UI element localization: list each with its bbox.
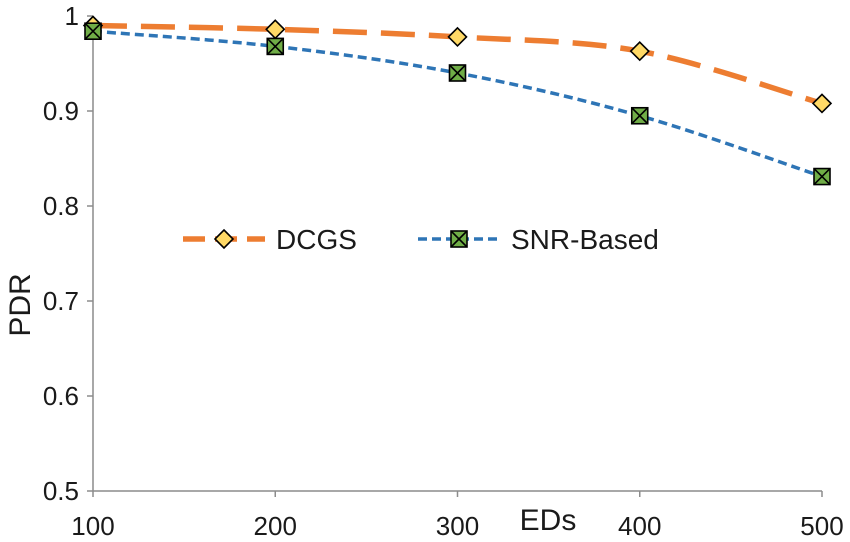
legend-item-dcgs: DCGS bbox=[183, 224, 357, 255]
x-tick-label: 400 bbox=[618, 511, 661, 541]
legend: DCGS SNR-Based bbox=[183, 224, 659, 255]
data-point-snr-based bbox=[813, 167, 831, 186]
x-tick-label: 500 bbox=[800, 511, 843, 541]
data-point-dcgs bbox=[447, 26, 468, 48]
series-layer bbox=[82, 15, 833, 186]
y-tick-label: 1 bbox=[65, 1, 79, 31]
series-snr-based bbox=[84, 22, 831, 186]
y-axis-title: PDR bbox=[4, 273, 37, 336]
y-axis-ticks: 0.5 0.6 0.7 0.8 0.9 1 bbox=[43, 1, 93, 506]
legend-marker bbox=[213, 228, 235, 250]
data-point-snr-based bbox=[630, 106, 649, 125]
y-tick-label: 0.5 bbox=[43, 476, 79, 506]
data-point-dcgs bbox=[265, 19, 286, 40]
y-tick-label: 0.7 bbox=[43, 286, 79, 316]
legend-marker bbox=[450, 230, 468, 248]
legend-label: DCGS bbox=[276, 224, 357, 255]
data-point-snr-based bbox=[266, 37, 285, 56]
y-tick-label: 0.8 bbox=[43, 191, 79, 221]
y-tick-label: 0.6 bbox=[43, 381, 79, 411]
data-point-dcgs bbox=[629, 41, 650, 62]
x-tick-label: 300 bbox=[436, 511, 479, 541]
x-axis-title: EDs bbox=[520, 504, 577, 537]
data-point-snr-based bbox=[448, 64, 467, 82]
series-line-snr-based bbox=[92, 29, 823, 179]
data-point-snr-based bbox=[84, 22, 102, 41]
data-point-dcgs bbox=[811, 93, 833, 114]
x-tick-label: 100 bbox=[71, 511, 114, 541]
y-tick-label: 0.9 bbox=[43, 96, 79, 126]
legend-label: SNR-Based bbox=[511, 224, 659, 255]
legend-item-snr-based: SNR-Based bbox=[418, 224, 659, 255]
x-tick-label: 200 bbox=[254, 511, 297, 541]
x-axis-ticks: 100 200 300 400 500 bbox=[71, 491, 844, 541]
